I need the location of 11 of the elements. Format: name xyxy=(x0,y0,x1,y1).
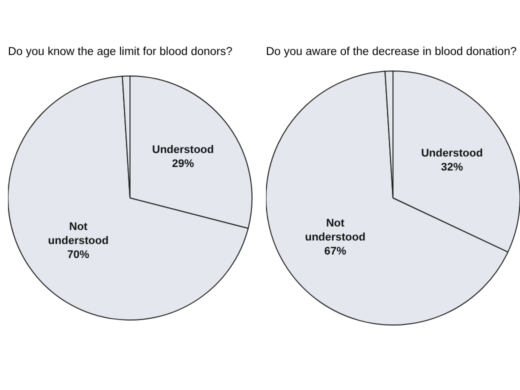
data-label: 29% xyxy=(172,158,194,170)
data-label: 67% xyxy=(324,245,346,258)
slice-label: Understood xyxy=(421,148,483,160)
data-label: 70% xyxy=(67,248,90,261)
chart-title: Do you aware of the decrease in blood donation? xyxy=(266,46,518,60)
chart-title: Do you know the age limit for blood donors? xyxy=(8,46,234,60)
slice-label: Not understood xyxy=(304,217,366,244)
slice-label: Understood xyxy=(152,144,214,156)
pie-slice xyxy=(8,76,249,320)
slice-label: Not understood xyxy=(48,220,109,247)
data-label: 32% xyxy=(440,162,464,174)
